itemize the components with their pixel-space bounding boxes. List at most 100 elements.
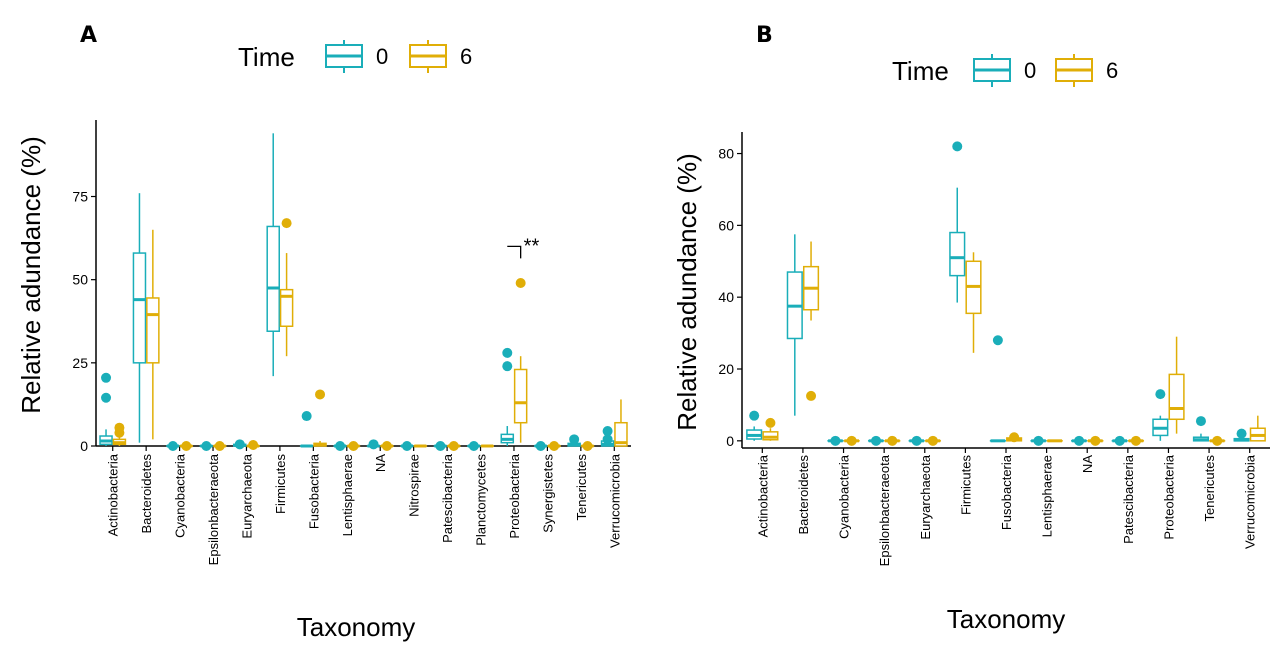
box-a-actinobacteria-t6 <box>112 422 127 446</box>
box-b-na-t6 <box>1087 435 1104 446</box>
box-a-verrucomicrobia-t6 <box>614 399 628 447</box>
outlier-0 <box>806 390 817 401</box>
x-tick-label-a-tenericutes: Tenericutes <box>574 454 589 521</box>
y-axis-label-b: Relative adundance (%) <box>672 153 702 431</box>
plot-area-a: 0 25 50 75 Actinobacteria Bacteroidetes Cyanob… <box>72 120 631 565</box>
box-b-firmicutes-t0 <box>949 141 966 303</box>
x-tick-label-a-na: NA <box>373 454 388 472</box>
box-body <box>614 421 628 447</box>
y-tick-label-a-0: 0 <box>80 438 88 454</box>
outlier-0 <box>348 441 359 451</box>
box-b-firmicutes-t6 <box>965 252 982 353</box>
x-tick-label-b-bacteroidetes: Bacteroidetes <box>796 455 811 535</box>
outlier-0 <box>335 441 346 451</box>
box-b-verrucomicrobia-t6 <box>1249 415 1266 442</box>
box-a-planctomycetes-t0 <box>467 441 481 451</box>
significance-a-0: ** <box>507 235 540 259</box>
x-axis-label-b: Taxonomy <box>947 604 1066 634</box>
y-tick-label-b-3: 60 <box>718 217 734 233</box>
outlier-0 <box>1090 435 1101 446</box>
outlier-0 <box>830 435 841 446</box>
outlier-1 <box>602 426 613 437</box>
y-tick-label-b-0: 0 <box>726 433 734 449</box>
legend-a: Time 0 6 <box>238 40 472 73</box>
plot-area-b: 0 20 40 60 80 Actinobacteria Bacteroidetes Cyan… <box>718 132 1270 566</box>
box-a-fusobacteria-t0 <box>299 411 314 448</box>
significance-bracket <box>507 245 522 259</box>
box-a-patescibacteria-t6 <box>447 441 461 451</box>
x-tick-label-a-actinobacteria: Actinobacteria <box>106 453 121 536</box>
box-a-nitrospirae-t0 <box>400 441 414 451</box>
significance-label: ** <box>524 235 540 257</box>
x-tick-label-a-verrucomicrobia: Verrucomicrobia <box>607 453 622 548</box>
x-tick-label-b-firmicutes: Firmicutes <box>958 455 973 515</box>
x-axis-label-a: Taxonomy <box>297 612 416 642</box>
box-a-tenericutes-t6 <box>580 441 595 451</box>
legend-b-label-0: 0 <box>1024 58 1036 83</box>
outlier-0 <box>1114 435 1125 446</box>
legend-b-key-1 <box>1055 54 1093 87</box>
panel-b: B Time 0 6 Relative adundance (%) Taxono… <box>672 23 1270 634</box>
panel-a-tag: A <box>80 23 97 48</box>
outlier-0 <box>911 435 922 446</box>
outlier-0 <box>927 435 938 446</box>
y-tick-label-a-1: 25 <box>72 355 88 371</box>
outlier-0 <box>301 411 312 422</box>
box-a-patescibacteria-t0 <box>433 441 448 451</box>
outlier-0 <box>765 417 776 428</box>
outlier-0 <box>1236 428 1247 439</box>
box-a-firmicutes-t6 <box>279 218 294 357</box>
box-a-proteobacteria-t0 <box>500 347 515 446</box>
box-body <box>513 368 528 424</box>
outlier-0 <box>569 434 580 445</box>
outlier-0 <box>1033 435 1044 446</box>
box-b-tenericutes-t0 <box>1192 416 1210 442</box>
box-a-bacteroidetes-t0 <box>132 193 147 443</box>
box-a-lentisphaerae-t6 <box>346 441 361 451</box>
x-tick-label-a-nitrospirae: Nitrospirae <box>407 454 422 517</box>
box-a-lentisphaerae-t0 <box>333 441 347 451</box>
box-a-bacteroidetes-t6 <box>146 229 160 440</box>
y-axis-label-a: Relative adundance (%) <box>16 136 46 414</box>
legend-a-key-0 <box>325 40 363 73</box>
x-tick-label-b-cyanobacteria: Cyanobacteria <box>837 454 852 539</box>
box-b-lentisphaerae-t0 <box>1030 435 1047 446</box>
legend-a-label-0: 0 <box>376 44 388 69</box>
outlier-1 <box>502 347 513 358</box>
outlier-0 <box>515 278 526 288</box>
box-body <box>146 297 160 364</box>
outlier-0 <box>248 440 259 451</box>
outlier-0 <box>1074 435 1085 446</box>
outlier-0 <box>201 441 212 451</box>
legend-a-title: Time <box>238 42 295 72</box>
x-tick-label-b-patescibacteria: Patescibacteria <box>1121 454 1136 544</box>
box-body <box>949 231 966 277</box>
x-tick-label-a-euryarchaeota: Euryarchaeota <box>239 453 254 538</box>
box-body <box>266 225 280 332</box>
outlier-0 <box>181 441 192 451</box>
outlier-0 <box>749 410 760 421</box>
box-b-proteobacteria-t6 <box>1168 336 1185 434</box>
box-a-epsilonbacteraeota-t6 <box>212 441 227 451</box>
outlier-0 <box>502 361 513 372</box>
outlier-0 <box>214 441 225 451</box>
x-tick-label-a-synergistetes: Synergistetes <box>540 454 555 533</box>
outlier-0 <box>401 441 412 451</box>
y-tick-label-b-2: 40 <box>718 289 734 305</box>
box-b-euryarchaeota-t6 <box>924 435 941 446</box>
x-tick-label-a-proteobacteria: Proteobacteria <box>507 453 522 538</box>
box-b-verrucomicrobia-t0 <box>1233 428 1250 442</box>
outlier-1 <box>114 422 125 433</box>
outlier-0 <box>381 441 392 451</box>
outlier-0 <box>368 439 379 450</box>
box-a-actinobacteria-t0 <box>99 372 113 446</box>
x-tick-label-a-lentisphaerae: Lentisphaerae <box>340 454 355 536</box>
outlier-0 <box>315 389 326 400</box>
outlier-0 <box>1212 435 1223 446</box>
outlier-0 <box>549 441 560 451</box>
box-a-euryarchaeota-t6 <box>246 440 260 451</box>
outlier-0 <box>871 435 882 446</box>
box-b-cyanobacteria-t0 <box>827 435 844 446</box>
box-b-bacteroidetes-t0 <box>786 234 803 416</box>
